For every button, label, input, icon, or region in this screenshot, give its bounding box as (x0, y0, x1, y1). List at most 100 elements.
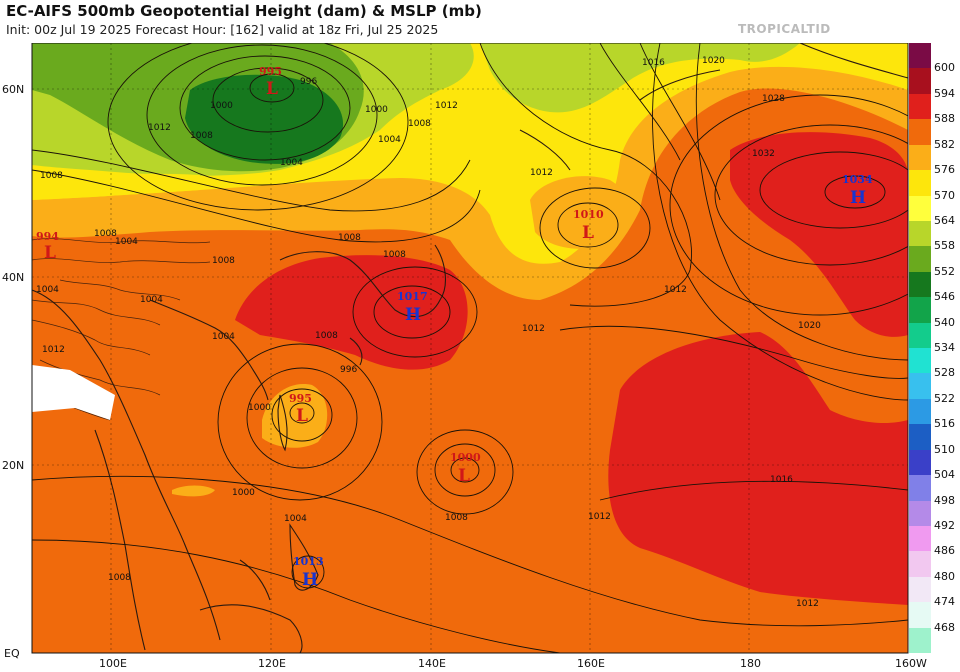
isobar-label: 1004 (115, 237, 138, 247)
isobar-label: 1008 (190, 131, 213, 141)
colorbar-cell (909, 551, 931, 578)
isobar-label: 1004 (140, 295, 163, 305)
colorbar-cell (909, 297, 931, 324)
colorbar-label: 576 (934, 163, 955, 177)
colorbar-cell (909, 170, 931, 196)
graticule (32, 43, 908, 653)
isobar-label: 1000 (248, 403, 271, 413)
colorbar-cell (909, 500, 931, 527)
svg-text:1017: 1017 (397, 290, 428, 303)
colorbar-cell (909, 424, 931, 451)
colorbar-label: 546 (934, 290, 955, 304)
height-564-band-east (480, 43, 800, 113)
colorbar-cell (909, 602, 931, 629)
white-arrow-overlay (32, 365, 115, 420)
colorbar-cell (909, 119, 931, 146)
colorbar-label: 528 (934, 366, 955, 380)
colorbar-label: 582 (934, 137, 955, 151)
svg-text:1013: 1013 (293, 555, 324, 568)
isobar-label: 1012 (522, 324, 545, 334)
colorbar-cell (909, 43, 931, 69)
pressure-center-high: 1017 H (397, 290, 428, 325)
pressure-center-low: 995 L (259, 65, 282, 99)
isobar-label: 1012 (664, 285, 687, 295)
pressure-center-low: 1000 L (450, 451, 481, 486)
height-552-core (185, 74, 344, 164)
isobar-label: 1000 (210, 101, 233, 111)
chart-subtitle: Init: 00z Jul 19 2025 Forecast Hour: [16… (6, 22, 439, 37)
svg-text:1010: 1010 (573, 208, 604, 221)
lon-label-140e: 140E (418, 657, 446, 670)
colorbar-label: 486 (934, 544, 955, 558)
colorbar-label: 570 (934, 188, 955, 202)
isobar-label: 996 (340, 365, 357, 375)
colorbar-label: 480 (934, 569, 955, 583)
isobar-label: 1016 (770, 475, 793, 485)
svg-text:L: L (266, 79, 278, 99)
colorbar-cell (909, 449, 931, 476)
colorbar-label: 540 (934, 315, 955, 329)
lat-label-40n: 40N (2, 271, 25, 284)
lat-label-20n: 20N (2, 459, 25, 472)
colorbar-cell (909, 475, 931, 501)
isobar-label: 1020 (798, 321, 821, 331)
isobar-label: 1020 (702, 56, 725, 66)
colorbar-cell (909, 627, 931, 654)
isobar-label: 1004 (284, 514, 307, 524)
colorbar-cell (909, 195, 931, 222)
height-588-east (730, 132, 908, 337)
colorbar-label: 510 (934, 442, 955, 456)
isobar-label: 1008 (212, 256, 235, 266)
svg-text:994: 994 (36, 230, 59, 243)
isobar-label: 1004 (36, 285, 59, 295)
lon-label-160e: 160E (577, 657, 605, 670)
isobar-label: 1012 (148, 123, 171, 133)
isobar-label: 1000 (232, 488, 255, 498)
chart-title: EC-AIFS 500mb Geopotential Height (dam) … (6, 2, 482, 20)
isobar-label: 1008 (408, 119, 431, 129)
colorbar (909, 43, 931, 654)
isobar-label: 1008 (94, 229, 117, 239)
lat-label-60n: 60N (2, 83, 25, 96)
colorbar-cell (909, 348, 931, 374)
colorbar-cell (909, 68, 931, 95)
svg-text:995: 995 (289, 392, 312, 405)
svg-text:995: 995 (259, 65, 282, 78)
isobar-label: 1012 (530, 168, 553, 178)
pressure-center-high: 1034 H (842, 173, 873, 208)
colorbar-label: 534 (934, 341, 955, 354)
colorbar-label: 492 (934, 518, 955, 532)
svg-text:L: L (296, 406, 308, 426)
colorbar-label: 504 (934, 468, 955, 482)
svg-text:L: L (458, 466, 470, 486)
colorbar-label: 558 (934, 239, 955, 253)
svg-text:H: H (850, 188, 866, 208)
lon-label-160w: 160W (895, 657, 927, 670)
pressure-center-low: 994 L (36, 230, 59, 263)
isobar-label: 1004 (378, 135, 401, 145)
colorbar-cell (909, 144, 931, 171)
colorbar-label: 522 (934, 391, 955, 405)
isobar-label: 1008 (40, 171, 63, 181)
lat-label-eq: EQ (4, 647, 20, 660)
colorbar-label: 564 (934, 213, 955, 227)
isobar-label: 1032 (752, 149, 775, 159)
colorbar-label: 468 (934, 620, 955, 634)
colorbar-label: 552 (934, 264, 955, 278)
lon-label-120e: 120E (258, 657, 286, 670)
colorbar-label: 516 (934, 417, 955, 431)
colorbar-cell (909, 322, 931, 349)
isobar-label: 1000 (365, 105, 388, 115)
terrain-contours (32, 238, 211, 421)
colorbar-label: 594 (934, 86, 955, 100)
isobar-label: 1008 (383, 250, 406, 260)
colorbar-label: 474 (934, 595, 955, 609)
height-588-pacific (608, 332, 908, 605)
isobar-label: 996 (300, 77, 317, 87)
svg-text:1000: 1000 (450, 451, 481, 464)
isobar-label: 1008 (338, 233, 361, 243)
colorbar-label: 600 (934, 61, 955, 75)
height-576-typhoon-pocket (262, 384, 328, 448)
isobar-label: 1012 (796, 599, 819, 609)
